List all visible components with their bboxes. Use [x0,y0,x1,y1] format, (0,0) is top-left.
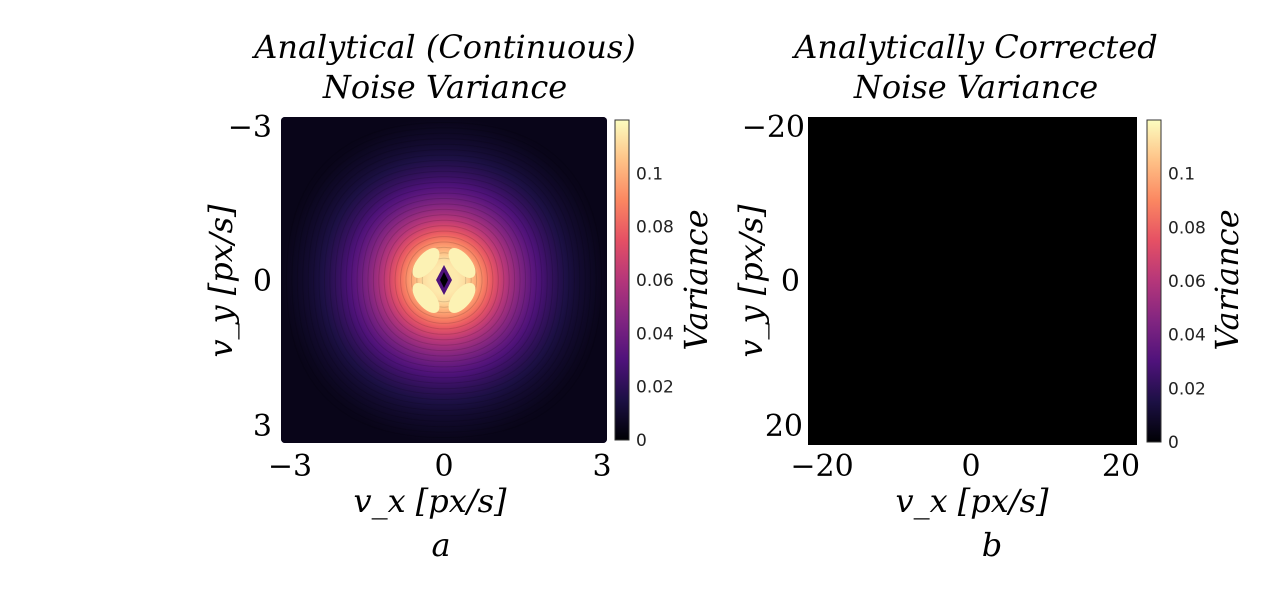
panel-b-title-line2: Noise Variance [853,68,1098,106]
panel-a-ylabel: v_y [px/s] [202,204,240,358]
panel-a-title-line1: Analytical (Continuous) [251,28,636,66]
panel-a-contour-ring [285,122,603,438]
panel-a-contour-ring [329,165,559,395]
panel-b-xtick-mid: 0 [961,449,980,484]
panel-a-dip-core [440,272,448,288]
panel-a-contour-ring [399,236,489,324]
panel-a-contour-ring [302,138,586,422]
panel-b-cbtick-5: 0.1 [1168,165,1195,185]
panel-b-colorbar-ticks: 0 0.02 0.04 0.06 0.08 0.1 [1168,165,1206,453]
panel-b-cbtick-0: 0 [1168,433,1179,453]
panel-a-colorbar-label: Variance [677,209,715,350]
panel-b-xtick-left: −20 [790,449,853,484]
panel-a-contour-ring [405,241,483,319]
panel-a-contour-ring [318,154,570,406]
panel-a-xtick-left: −3 [268,449,312,484]
panel-b-xlabel: v_x [px/s] [896,482,1050,520]
panel-b-colorbar: 0 0.02 0.04 0.06 0.08 0.1 Variance [1146,119,1246,453]
panel-a-contour-ring [389,225,499,335]
panel-a-colorbar: 0 0.02 0.04 0.06 0.08 0.1 Variance [614,119,715,451]
panel-b-cbtick-1: 0.02 [1168,379,1206,399]
panel-a: Analytical (Continuous) Noise Variance −… [202,28,715,564]
panel-a-ytick-bottom: 3 [253,409,272,444]
panel-a-cbtick-0: 0 [636,431,647,451]
panel-b-cbtick-2: 0.04 [1168,326,1206,346]
panel-a-contour-ring [378,214,510,346]
panel-a-colorbar-bar [614,119,630,441]
panel-a-contour-ring [296,132,592,428]
panel-a-lobe-lr [448,283,476,313]
panel-a-heatmap [281,117,607,443]
panel-b-title-line1: Analytically Corrected [791,28,1157,66]
panel-a-cbtick-5: 0.1 [636,164,663,184]
panel-a-cbtick-1: 0.02 [636,378,674,398]
panel-a-contour-ring [367,203,521,357]
panel-a-title-line2: Noise Variance [322,68,567,106]
panel-a-ytick-mid: 0 [253,264,272,299]
panel-a-subcaption: a [431,526,450,564]
panel-a-contours [285,122,603,438]
panel-b-cbtick-4: 0.08 [1168,218,1206,238]
panel-a-contour-ring [394,230,494,330]
panel-b-ylabel: v_y [px/s] [732,204,770,358]
panel-a-contour-ring [340,176,548,384]
panel-a-contour-ring [383,219,505,341]
panel-b-xtick-right: 20 [1102,449,1140,484]
panel-a-ytick-top: −3 [228,110,272,145]
panel-a-contour-ring [334,170,554,390]
panel-a-contour-ring [291,127,597,433]
panel-b-subcaption: b [982,526,1002,564]
panel-a-contour-ring [361,198,527,362]
panel-a-xlabel: v_x [px/s] [354,482,508,520]
panel-a-lobe-ll [412,283,440,313]
panel-b-colorbar-bar [1146,119,1162,443]
panel-a-contour-ring [356,192,532,368]
panel-a-cbtick-4: 0.08 [636,218,674,238]
panel-a-contour-ring [345,181,543,379]
panel-b-heatmap [808,117,1137,445]
panel-a-colorbar-ticks: 0 0.02 0.04 0.06 0.08 0.1 [636,164,674,451]
panel-a-cbtick-2: 0.04 [636,324,674,344]
panel-a-contour-ring [307,143,581,417]
panel-a-xtick-mid: 0 [434,449,453,484]
panel-b-ytick-mid: 0 [781,264,800,299]
panel-a-lobe-ur [448,248,476,278]
panel-b-ytick-top: −20 [742,110,805,145]
panel-a-cbtick-3: 0.06 [636,271,674,291]
panel-a-center-dip [412,248,476,313]
panel-a-contour-ring [323,160,565,400]
panel-b-cbtick-3: 0.06 [1168,272,1206,292]
panel-b-colorbar-label: Variance [1208,209,1246,350]
panel-a-contour-ring [351,187,537,373]
panel-a-contour-ring [372,208,516,352]
panel-b-ytick-bottom: 20 [765,409,803,444]
panel-a-contour-ring [313,149,575,411]
panel-a-lobe-ul [412,248,440,278]
panel-b: Analytically Corrected Noise Variance −2… [732,28,1246,564]
panel-a-xtick-right: 3 [592,449,611,484]
